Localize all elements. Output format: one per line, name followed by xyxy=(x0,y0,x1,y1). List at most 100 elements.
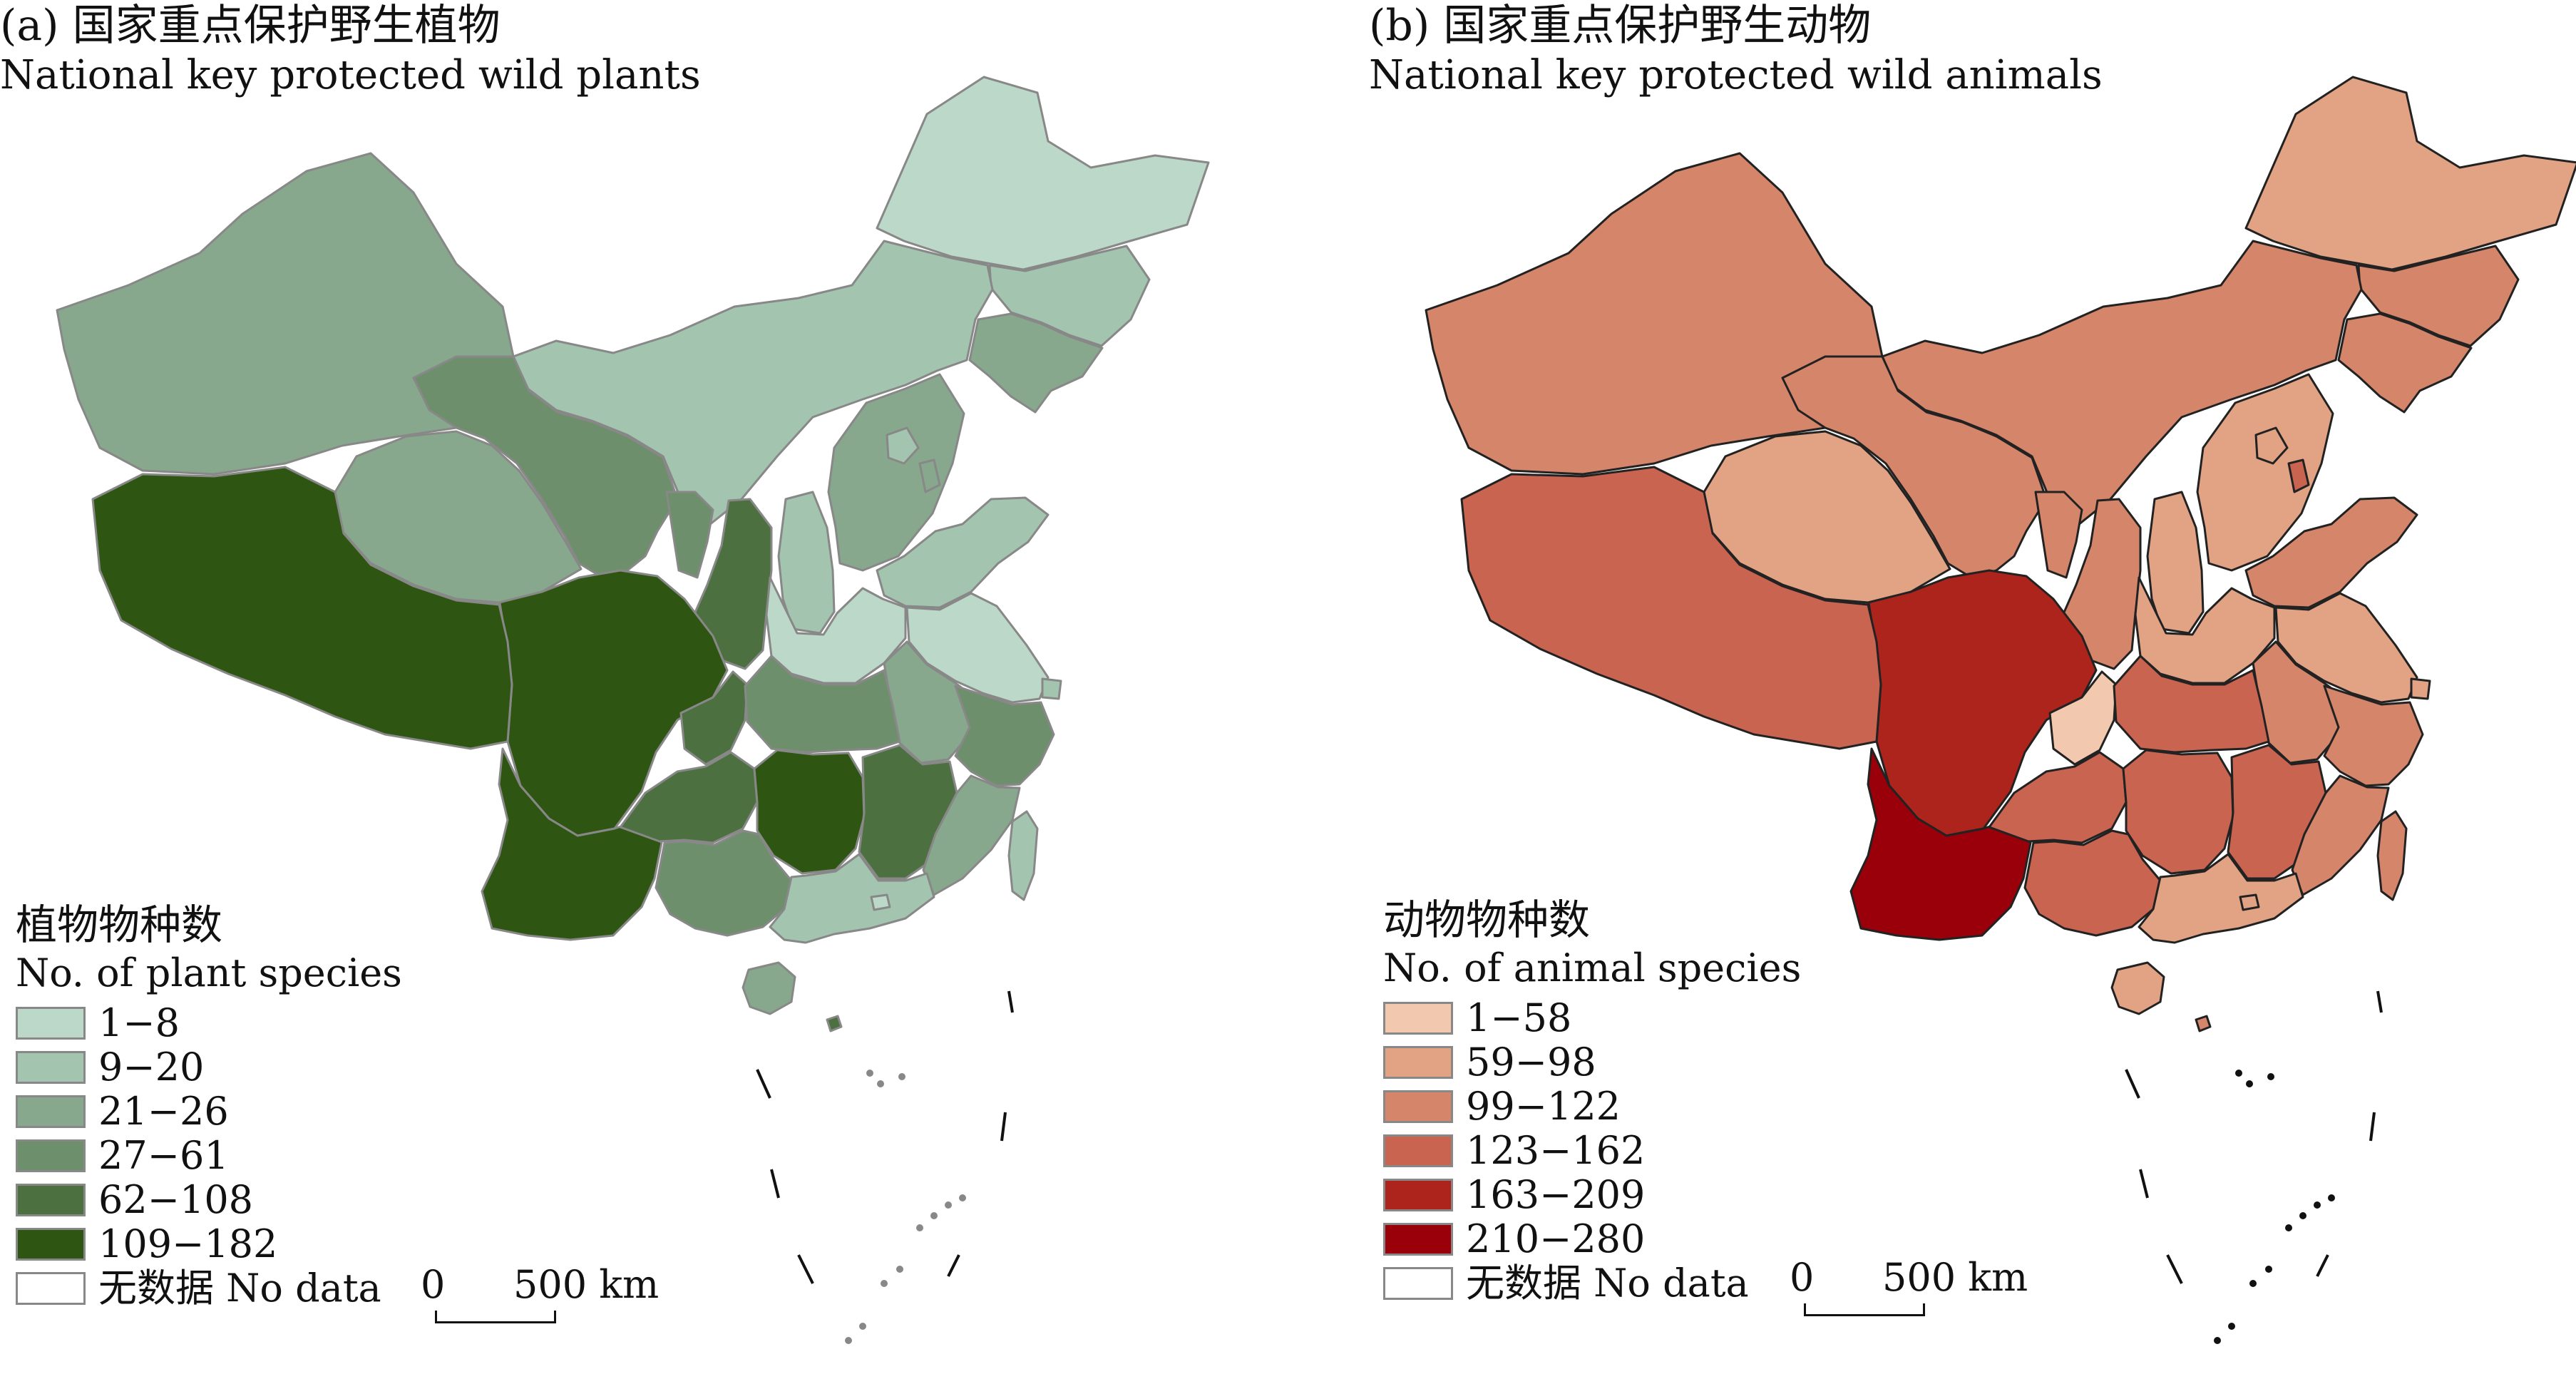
province-ningxia xyxy=(665,491,714,579)
panel-animals: (b) 国家重点保护野生动物 National key protected wi… xyxy=(1369,0,2576,1384)
province-yunnan xyxy=(481,747,663,941)
legend-item: 109−182 xyxy=(16,1222,402,1266)
scale-distance-label: 500 km xyxy=(513,1262,660,1307)
legend-swatch xyxy=(1383,1267,1453,1300)
province-chongqing xyxy=(679,670,749,766)
province-guangdong xyxy=(769,853,935,944)
panel-title-en: National key protected wild animals xyxy=(1369,52,2103,98)
legend-item: 210−280 xyxy=(1383,1217,1801,1261)
legend-swatch xyxy=(16,1272,86,1305)
legend-item: 59−98 xyxy=(1383,1040,1801,1085)
legend-swatch xyxy=(1383,1002,1453,1035)
legend-title-cn: 植物物种数 xyxy=(16,901,223,949)
nine-dash-segment xyxy=(1007,990,1014,1013)
nine-dash-segment xyxy=(797,1254,814,1284)
province-hunan xyxy=(2122,749,2234,875)
panel-plants: (a) 国家重点保护野生植物 National key protected wi… xyxy=(0,1,1210,1344)
island-dot xyxy=(2249,1280,2257,1287)
province-sea-islands xyxy=(826,1015,843,1032)
scale-distance-label: 500 km xyxy=(1882,1255,2028,1300)
province-shanghai xyxy=(1041,677,1062,700)
legend-label: 62−108 xyxy=(98,1177,254,1222)
legend-item: 无数据 No data xyxy=(16,1266,402,1311)
legend-item: 99−122 xyxy=(1383,1085,1801,1129)
province-jilin xyxy=(2357,245,2520,347)
island-dot xyxy=(959,1194,966,1201)
panel-title-en: National key protected wild plants xyxy=(0,52,701,98)
island-dot xyxy=(2228,1323,2235,1330)
province-hunan xyxy=(753,749,866,875)
legend-swatch xyxy=(1383,1090,1453,1123)
legend-swatch xyxy=(16,1007,86,1040)
province-chongqing xyxy=(2048,670,2118,766)
legend-item: 163−209 xyxy=(1383,1173,1801,1217)
province-sichuan xyxy=(498,569,729,837)
island-dot xyxy=(859,1323,866,1330)
legend-title-en: No. of animal species xyxy=(1383,945,1802,990)
province-liaoning xyxy=(2337,312,2473,414)
island-dot xyxy=(881,1280,888,1287)
island-dot xyxy=(2285,1224,2292,1231)
province-ningxia xyxy=(2034,491,2083,579)
legend-item: 123−162 xyxy=(1383,1129,1801,1173)
island-dot xyxy=(877,1080,884,1087)
legend-item: 1−8 xyxy=(16,1001,402,1045)
legend-swatch xyxy=(16,1228,86,1261)
province-shandong xyxy=(2244,496,2418,609)
legend-swatch xyxy=(1383,1223,1453,1256)
province-tianjin xyxy=(2287,458,2310,493)
legend-plants: 植物物种数 No. of plant species 1−8 9−20 21−26 2… xyxy=(16,900,402,1311)
province-shanghai xyxy=(2410,677,2431,700)
province-shandong xyxy=(876,496,1050,609)
nine-dash-segment xyxy=(1000,1112,1007,1142)
province-beijing xyxy=(2254,426,2289,465)
province-taiwan xyxy=(2376,810,2408,901)
province-sea-islands xyxy=(2195,1015,2212,1032)
provinces xyxy=(56,76,1210,1032)
nine-dash-segment xyxy=(2139,1169,2149,1199)
province-beijing xyxy=(886,426,920,465)
scale-line xyxy=(1804,1303,1925,1316)
legend-label: 163−209 xyxy=(1466,1172,1646,1217)
nine-dash-segment xyxy=(2369,1112,2376,1142)
legend-item: 无数据 No data xyxy=(1383,1261,1801,1306)
scale-zero-label: 0 xyxy=(1790,1255,1815,1300)
province-heilongjiang xyxy=(2244,76,2576,271)
legend-title-cn: 动物物种数 xyxy=(1383,896,1591,944)
province-tibet xyxy=(91,466,513,750)
nine-dash-segment xyxy=(2376,990,2383,1013)
province-shaanxi xyxy=(690,498,773,670)
province-heilongjiang xyxy=(876,76,1210,271)
island-dot xyxy=(2328,1194,2335,1201)
panel-title-cn: (b) 国家重点保护野生动物 xyxy=(1369,1,1872,51)
island-dot xyxy=(2214,1337,2221,1344)
legend-swatch xyxy=(1383,1046,1453,1079)
legend-label: 9−20 xyxy=(98,1045,205,1090)
province-shanxi xyxy=(777,491,836,635)
island-dot xyxy=(930,1212,938,1219)
scale-zero-label: 0 xyxy=(421,1262,446,1307)
nine-dash-segment xyxy=(2125,1069,2140,1099)
province-shanxi xyxy=(2146,491,2205,635)
island-dot xyxy=(2299,1212,2306,1219)
scale-line xyxy=(435,1311,556,1323)
legend-swatch xyxy=(1383,1179,1453,1211)
province-tibet xyxy=(1460,466,1882,750)
panel-title-cn: (a) 国家重点保护野生植物 xyxy=(0,1,501,51)
legend-item: 9−20 xyxy=(16,1045,402,1090)
province-zhejiang xyxy=(2323,685,2424,787)
legend-swatch xyxy=(16,1139,86,1172)
nine-dash-segment xyxy=(770,1169,780,1199)
province-jilin xyxy=(988,245,1151,347)
province-tianjin xyxy=(918,458,941,493)
nine-dash-segment xyxy=(2316,1254,2329,1277)
island-dot xyxy=(945,1201,952,1209)
province-shaanxi xyxy=(2059,498,2142,670)
province-hainan xyxy=(742,961,796,1015)
legend-swatch xyxy=(16,1095,86,1128)
island-dot xyxy=(916,1224,923,1231)
province-yunnan xyxy=(1849,747,2032,941)
legend-item: 1−58 xyxy=(1383,996,1801,1040)
legend-label: 无数据 No data xyxy=(98,1266,381,1311)
china-map-plants xyxy=(56,76,1210,1344)
